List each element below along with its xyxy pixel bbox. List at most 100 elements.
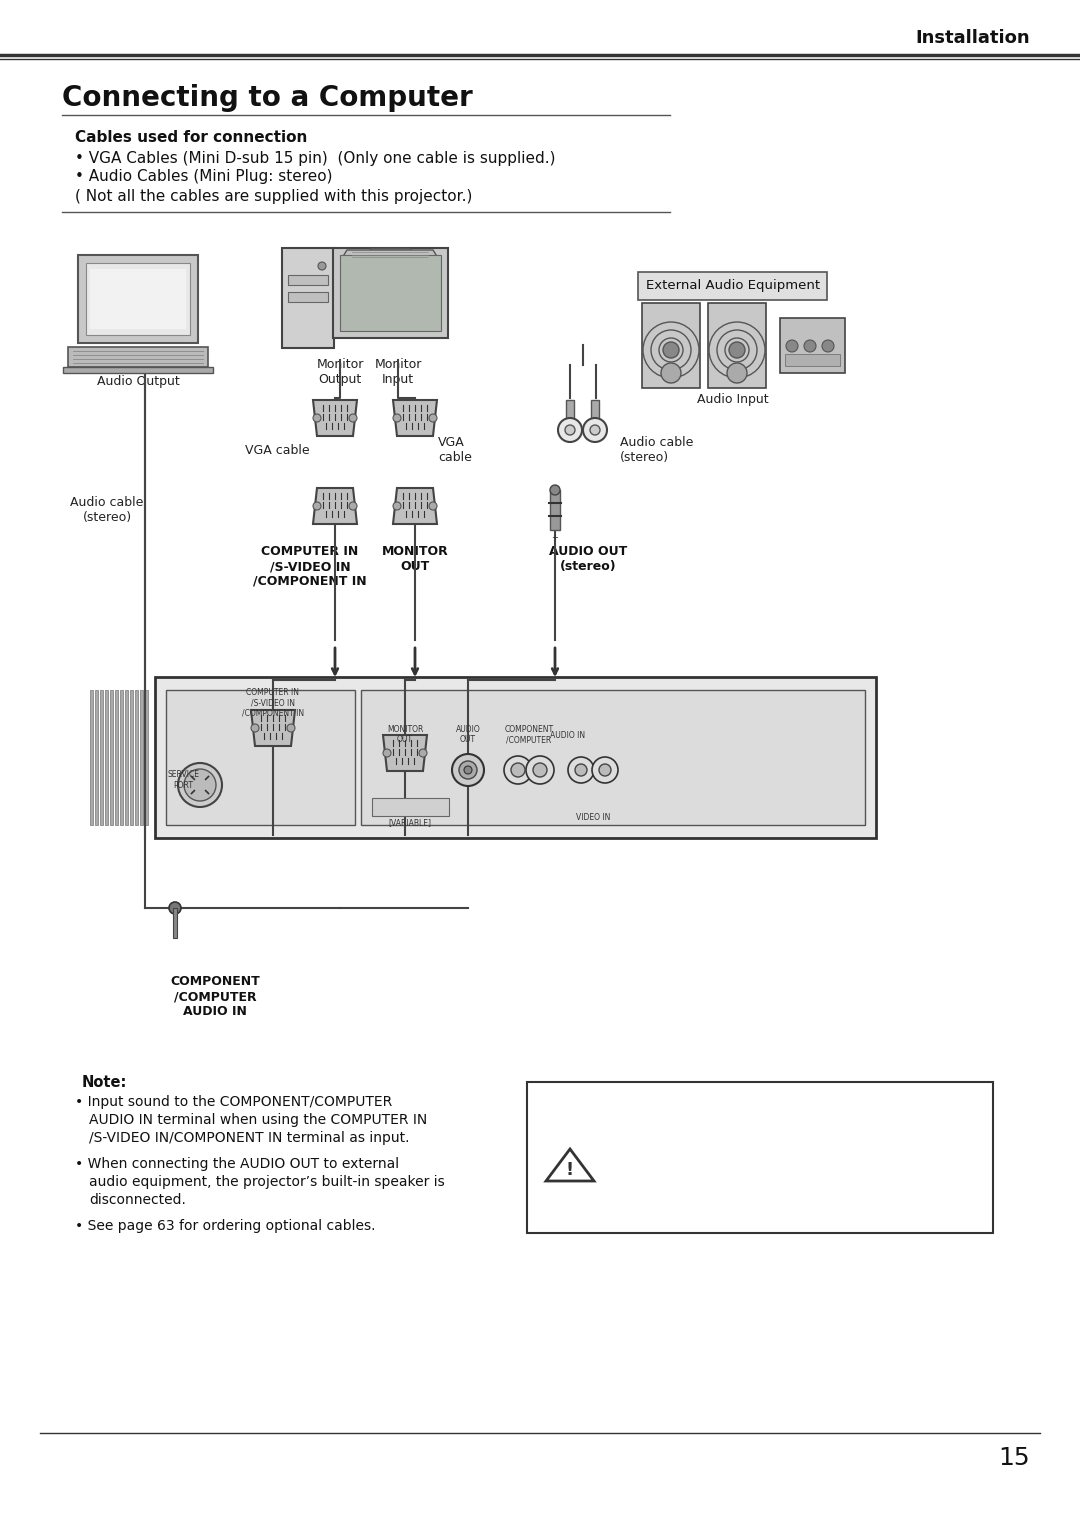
Text: External Audio Equipment: External Audio Equipment [646, 280, 820, 292]
Circle shape [349, 413, 357, 422]
Circle shape [661, 363, 681, 383]
Text: ( Not all the cables are supplied with this projector.): ( Not all the cables are supplied with t… [75, 189, 472, 203]
FancyBboxPatch shape [785, 354, 840, 366]
FancyBboxPatch shape [130, 690, 133, 825]
FancyBboxPatch shape [638, 273, 827, 300]
Circle shape [822, 341, 834, 351]
FancyBboxPatch shape [78, 254, 198, 344]
Circle shape [786, 341, 798, 351]
Text: Audio Input: Audio Input [698, 394, 769, 406]
FancyBboxPatch shape [361, 690, 865, 825]
Circle shape [592, 757, 618, 783]
Text: COMPUTER IN
/S-VIDEO IN
/COMPONENT IN: COMPUTER IN /S-VIDEO IN /COMPONENT IN [253, 545, 367, 587]
Circle shape [568, 757, 594, 783]
FancyBboxPatch shape [140, 690, 143, 825]
Polygon shape [393, 400, 437, 436]
FancyBboxPatch shape [120, 690, 123, 825]
Text: !: ! [566, 1161, 575, 1179]
FancyBboxPatch shape [95, 690, 98, 825]
Text: Monitor
Output: Monitor Output [316, 357, 364, 386]
FancyBboxPatch shape [86, 263, 190, 335]
Text: +: + [552, 533, 558, 542]
Circle shape [393, 503, 401, 510]
FancyBboxPatch shape [288, 276, 328, 285]
Text: VGA cable: VGA cable [245, 444, 310, 457]
Text: AUDIO IN: AUDIO IN [551, 730, 585, 739]
FancyBboxPatch shape [110, 690, 113, 825]
Text: COMPONENT
/COMPUTER
AUDIO IN: COMPONENT /COMPUTER AUDIO IN [171, 975, 260, 1017]
Text: Monitor
Input: Monitor Input [375, 357, 421, 386]
FancyBboxPatch shape [333, 248, 448, 338]
FancyBboxPatch shape [173, 908, 177, 939]
Circle shape [383, 749, 391, 757]
FancyBboxPatch shape [90, 269, 186, 329]
Circle shape [590, 425, 600, 435]
FancyBboxPatch shape [105, 690, 108, 825]
Circle shape [526, 755, 554, 784]
Circle shape [251, 724, 259, 731]
FancyBboxPatch shape [100, 690, 103, 825]
Circle shape [534, 763, 546, 777]
FancyBboxPatch shape [145, 690, 148, 825]
Text: • See page 63 for ordering optional cables.: • See page 63 for ordering optional cabl… [75, 1219, 376, 1232]
Circle shape [393, 413, 401, 422]
Text: AUDIO IN terminal when using the COMPUTER IN: AUDIO IN terminal when using the COMPUTE… [89, 1113, 428, 1126]
Circle shape [318, 262, 326, 269]
Text: both the projector and external: both the projector and external [610, 1126, 828, 1142]
Circle shape [511, 763, 525, 777]
FancyBboxPatch shape [156, 677, 876, 839]
Circle shape [583, 418, 607, 442]
FancyBboxPatch shape [90, 690, 93, 825]
FancyBboxPatch shape [642, 303, 700, 388]
FancyBboxPatch shape [114, 690, 118, 825]
FancyBboxPatch shape [372, 798, 449, 816]
Polygon shape [546, 1149, 594, 1181]
FancyBboxPatch shape [370, 248, 410, 256]
Text: equipment from the AC outlet: equipment from the AC outlet [610, 1148, 818, 1161]
Circle shape [727, 363, 747, 383]
FancyBboxPatch shape [384, 248, 396, 262]
Text: disconnected.: disconnected. [89, 1193, 186, 1207]
Text: MONITOR
OUT: MONITOR OUT [387, 725, 423, 745]
Text: Audio cable
(stereo): Audio cable (stereo) [70, 497, 144, 524]
Text: AUDIO OUT
(stereo): AUDIO OUT (stereo) [549, 545, 627, 572]
Circle shape [464, 766, 472, 774]
Text: COMPUTER IN
/S-VIDEO IN
/COMPONENT IN: COMPUTER IN /S-VIDEO IN /COMPONENT IN [242, 687, 305, 718]
Circle shape [313, 503, 321, 510]
Polygon shape [251, 710, 295, 746]
Circle shape [429, 413, 437, 422]
FancyBboxPatch shape [527, 1083, 993, 1232]
Text: Audio Output: Audio Output [96, 375, 179, 388]
Text: • Input sound to the COMPONENT/COMPUTER: • Input sound to the COMPONENT/COMPUTER [75, 1095, 392, 1108]
Text: • When connecting the AUDIO OUT to external: • When connecting the AUDIO OUT to exter… [75, 1157, 400, 1170]
Circle shape [729, 342, 745, 357]
Text: 15: 15 [998, 1446, 1030, 1470]
Circle shape [550, 484, 561, 495]
Text: Cables used for connection: Cables used for connection [75, 130, 308, 144]
FancyBboxPatch shape [550, 491, 561, 530]
Circle shape [804, 341, 816, 351]
Text: MONITOR
OUT: MONITOR OUT [381, 545, 448, 572]
Text: • Audio Cables (Mini Plug: stereo): • Audio Cables (Mini Plug: stereo) [75, 170, 333, 185]
Circle shape [575, 765, 588, 777]
Text: COMPONENT
/COMPUTER: COMPONENT /COMPUTER [504, 725, 554, 745]
Circle shape [558, 418, 582, 442]
FancyBboxPatch shape [135, 690, 138, 825]
Text: AUDIO
OUT: AUDIO OUT [456, 725, 481, 745]
Polygon shape [313, 400, 357, 436]
FancyBboxPatch shape [68, 347, 208, 366]
FancyBboxPatch shape [166, 690, 355, 825]
Circle shape [287, 724, 295, 731]
Circle shape [184, 769, 216, 801]
Text: VGA
cable: VGA cable [438, 436, 472, 463]
Circle shape [429, 503, 437, 510]
Text: SERVICE
PORT: SERVICE PORT [167, 771, 199, 790]
Text: Note:: Note: [82, 1075, 127, 1090]
Circle shape [504, 755, 532, 784]
FancyBboxPatch shape [780, 318, 845, 372]
Polygon shape [383, 734, 427, 771]
Circle shape [349, 503, 357, 510]
Text: VIDEO IN: VIDEO IN [576, 813, 610, 822]
Polygon shape [313, 488, 357, 524]
FancyBboxPatch shape [282, 248, 334, 348]
